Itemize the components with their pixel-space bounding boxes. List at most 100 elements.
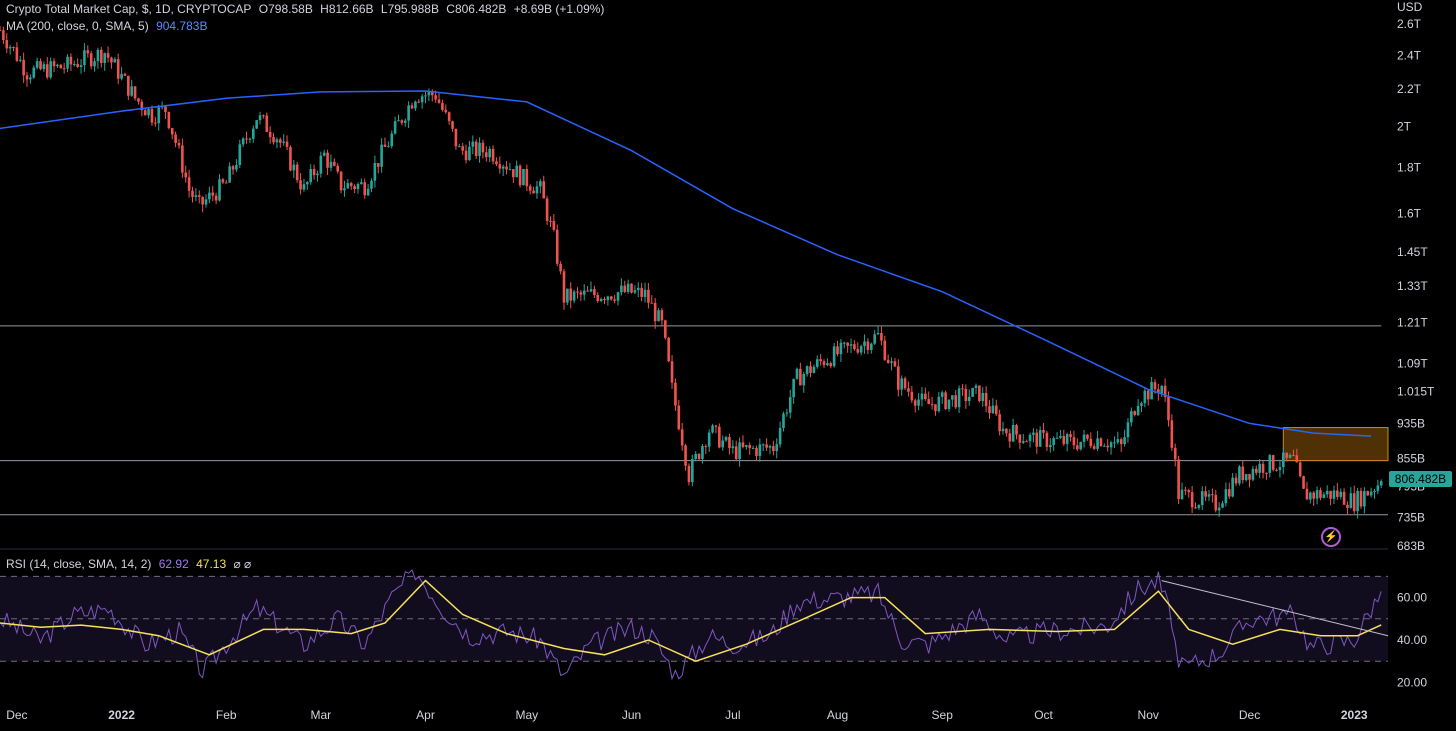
candle-body (1133, 411, 1137, 415)
candle-body (39, 61, 42, 70)
candle-body (231, 166, 235, 170)
candle-body (1089, 438, 1093, 447)
candle-body (826, 363, 829, 366)
candle-body (407, 105, 410, 121)
candle-body (613, 299, 616, 301)
candle-body (447, 112, 451, 122)
candle-body (218, 179, 221, 201)
candle-body (251, 128, 255, 139)
candle-body (295, 164, 299, 181)
candle-body (1282, 452, 1285, 467)
candle-body (120, 73, 123, 79)
candle-body (224, 182, 228, 184)
lightning-icon[interactable]: ⚡ (1321, 527, 1341, 547)
candle-body (721, 440, 725, 448)
candle-body (481, 142, 485, 153)
candle-body (593, 289, 596, 295)
candle-body (76, 64, 79, 67)
candle-body (684, 445, 687, 466)
candle-body (478, 142, 481, 156)
candle-body (731, 446, 735, 449)
candle-body (1197, 505, 1201, 508)
candle-body (589, 289, 593, 292)
candle-body (1109, 442, 1113, 448)
symbol-legend[interactable]: Crypto Total Market Cap, $, 1D, CRYPTOCA… (6, 2, 608, 16)
candle-body (427, 91, 431, 96)
price-axis-tick-label: 2.2T (1397, 82, 1422, 96)
candle-body (147, 109, 150, 116)
candle-body (734, 446, 738, 460)
candle-body (991, 405, 995, 414)
candle-body (542, 181, 546, 199)
candle-body (1238, 466, 1241, 484)
candle-body (1099, 438, 1103, 446)
candle-body (1352, 493, 1356, 512)
candle-body (1032, 432, 1035, 435)
candle-body (866, 341, 870, 350)
candle-body (539, 181, 542, 187)
candle-body (616, 292, 620, 301)
candle-body (1086, 434, 1089, 439)
candle-body (566, 288, 569, 303)
candle-body (1288, 454, 1292, 458)
candle-body (93, 61, 96, 67)
candle-body (640, 287, 643, 297)
candle-body (1035, 432, 1039, 447)
candle-body (1062, 435, 1066, 444)
candle-body (106, 53, 110, 58)
candle-body (728, 437, 731, 449)
candle-body (1322, 494, 1326, 498)
candle-body (549, 220, 552, 222)
candle-body (191, 190, 194, 197)
ma-200-line (0, 90, 1372, 437)
candle-body (430, 91, 434, 96)
candle-body (380, 144, 383, 167)
candle-body (1065, 434, 1069, 444)
candle-body (322, 152, 326, 156)
candle-body (403, 120, 407, 123)
candle-body (197, 195, 201, 197)
time-axis-label: Mar (310, 708, 331, 722)
candle-body (846, 342, 849, 346)
time-axis-label: Oct (1034, 708, 1053, 722)
price-axis-tick-label: 855B (1397, 451, 1425, 465)
candle-body (292, 164, 296, 171)
candle-body (1302, 476, 1305, 489)
candle-body (1298, 462, 1302, 477)
candle-body (302, 184, 306, 190)
candle-body (886, 359, 890, 363)
candle-body (174, 134, 177, 143)
candle-body (1315, 490, 1319, 499)
candle-body (643, 289, 647, 297)
candle-body (485, 152, 488, 158)
candle-body (1011, 425, 1015, 442)
candle-body (745, 445, 748, 447)
candle-body (1076, 445, 1079, 450)
hidden-indicator-icons[interactable]: ⌀ ⌀ (233, 557, 252, 571)
candle-body (849, 344, 853, 346)
candle-body (1379, 481, 1383, 486)
candle-body (1167, 397, 1170, 421)
candle-body (2, 30, 5, 41)
candle-body (677, 405, 681, 430)
candle-body (457, 146, 461, 148)
candle-body (1346, 504, 1349, 508)
candle-body (329, 161, 333, 168)
candle-body (29, 77, 32, 80)
rsi-legend[interactable]: RSI (14, close, SMA, 14, 2) 62.92 47.13 … (6, 557, 255, 571)
ma-legend[interactable]: MA (200, close, 0, SMA, 5) 904.783B (6, 19, 211, 33)
candle-body (1055, 437, 1059, 439)
candle-body (1173, 447, 1177, 460)
candle-body (306, 182, 309, 185)
candle-body (1096, 438, 1099, 449)
candle-body (488, 148, 491, 158)
price-axis-tick-label: 1.09T (1397, 356, 1428, 370)
candle-body (25, 75, 29, 80)
candle-body (18, 59, 22, 61)
candle-body (947, 399, 951, 410)
candle-body (69, 56, 73, 65)
candle-body (674, 382, 677, 406)
candle-body (505, 166, 508, 170)
